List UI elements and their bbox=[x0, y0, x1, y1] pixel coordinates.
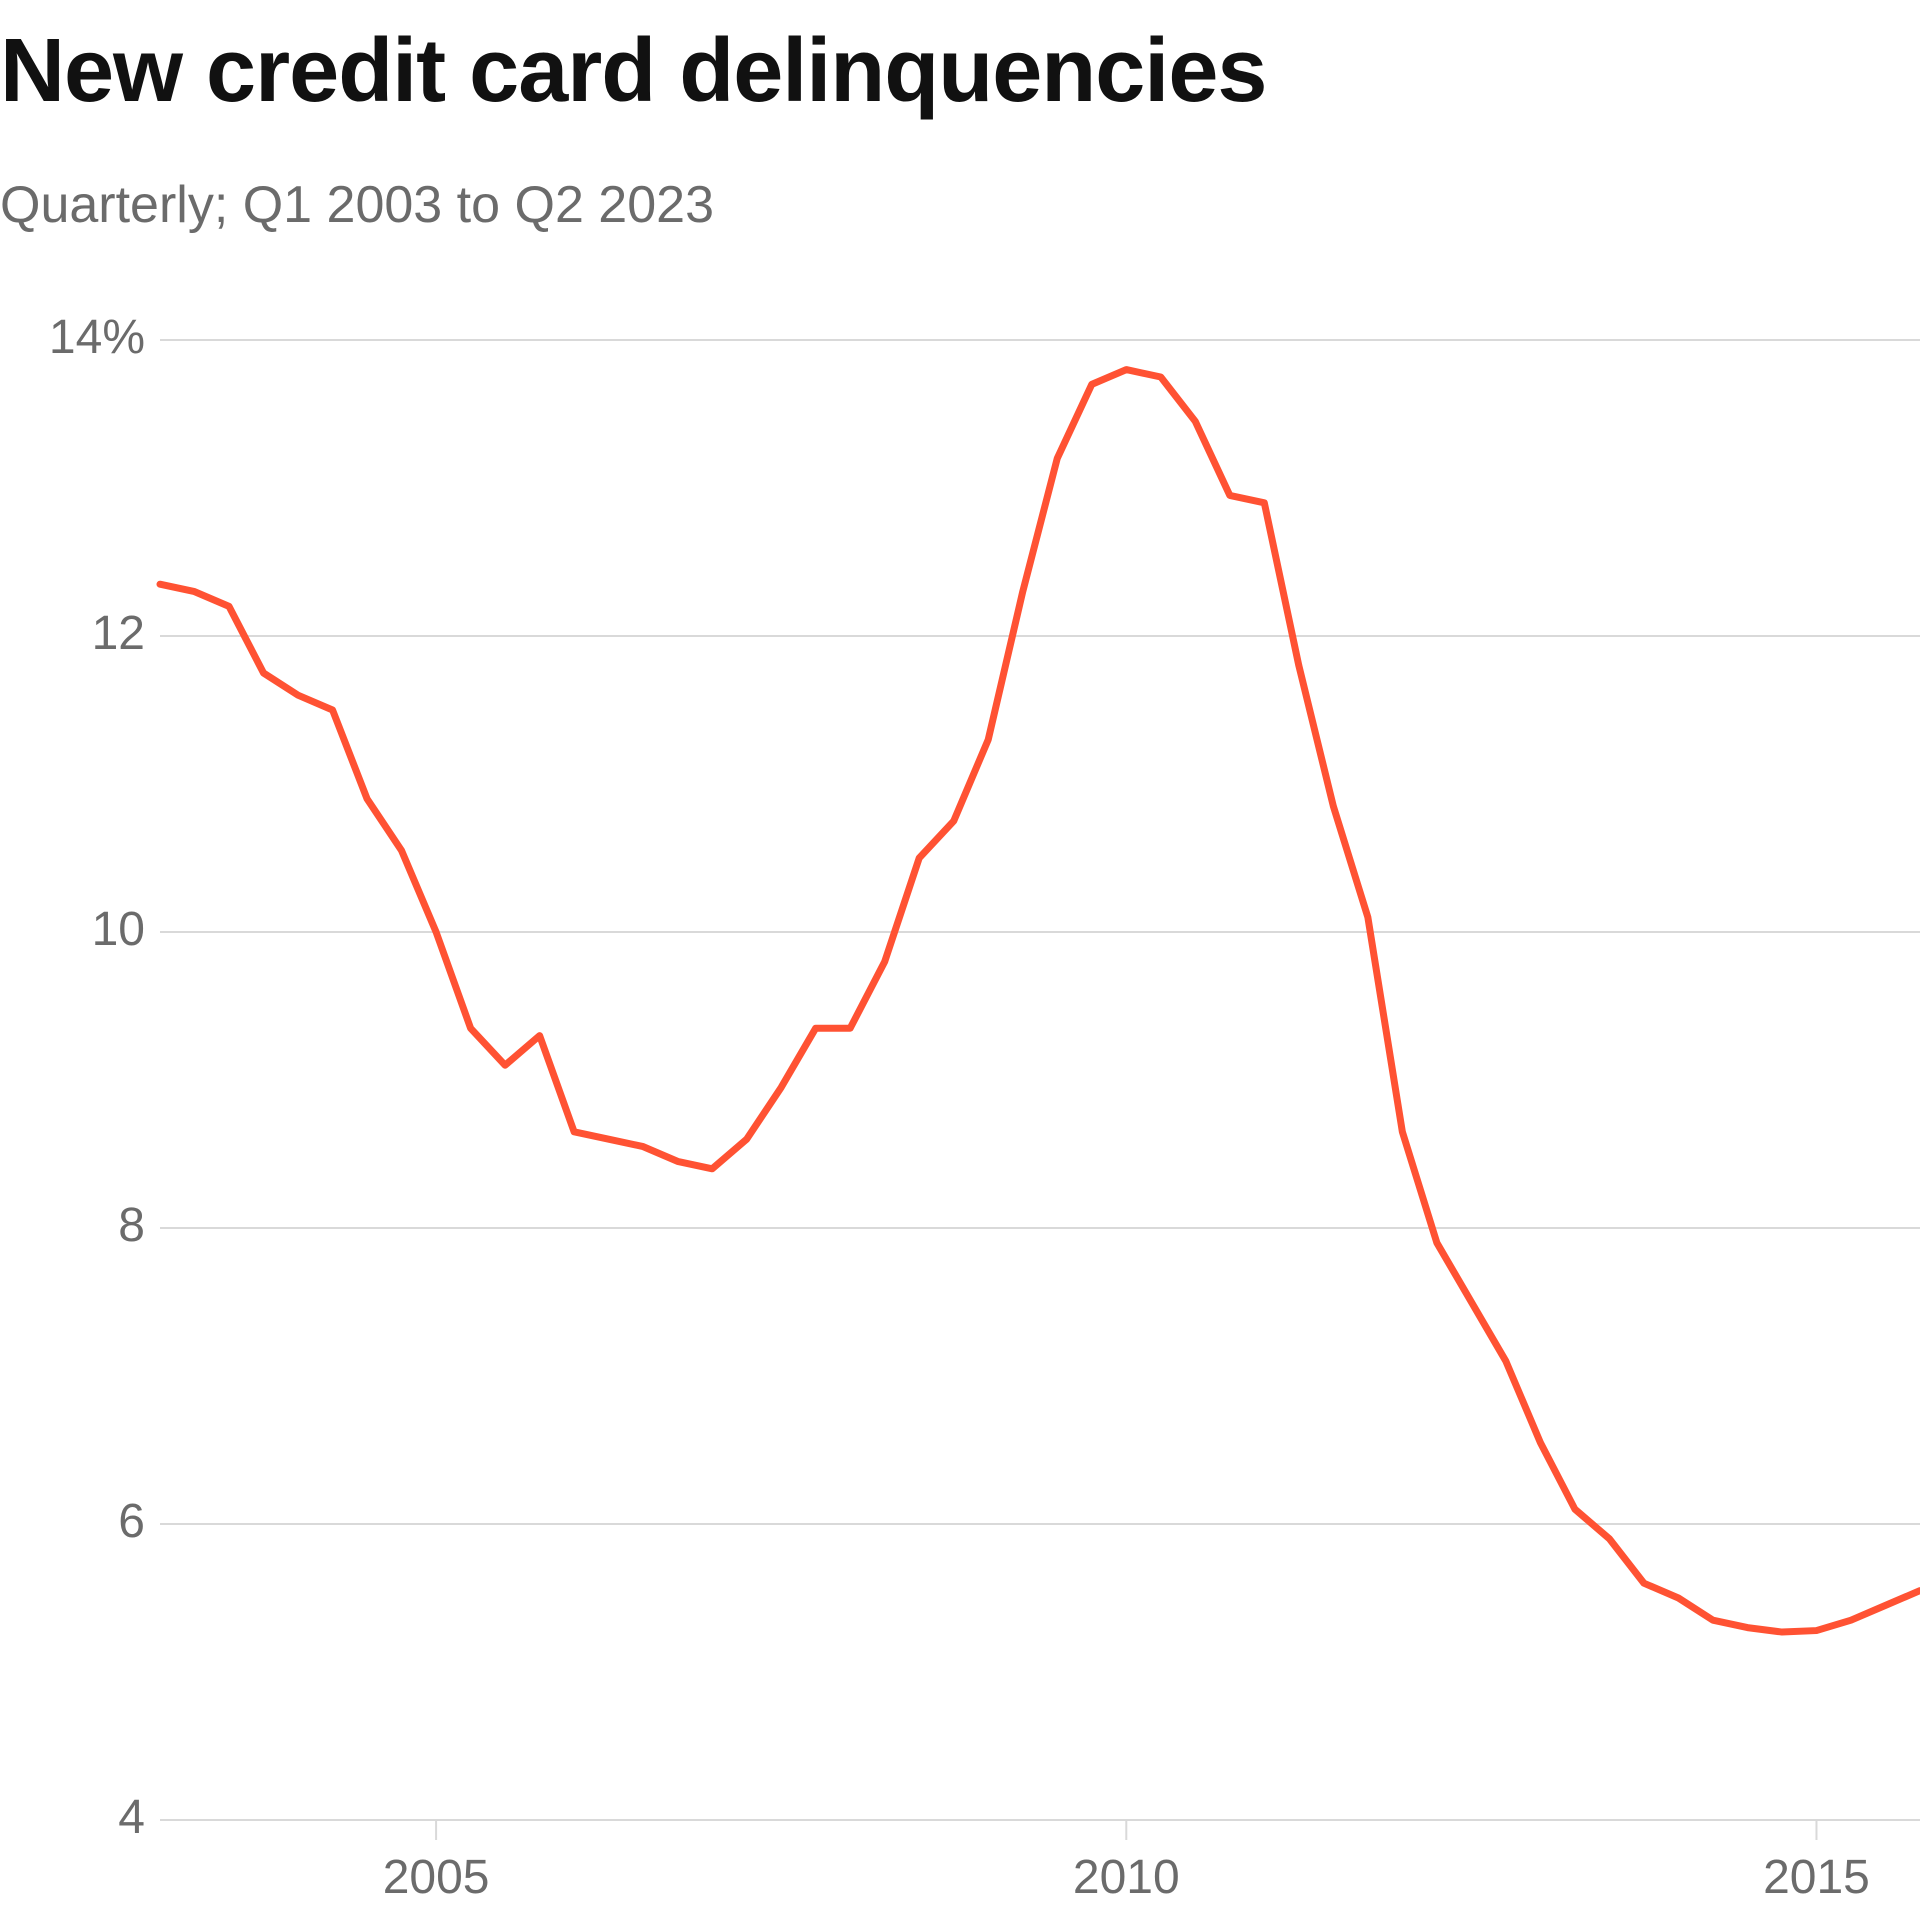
x-axis-label: 2010 bbox=[1073, 1850, 1180, 1905]
line-chart bbox=[0, 0, 1920, 1920]
y-axis-label: 12 bbox=[25, 606, 145, 661]
x-axis-label: 2005 bbox=[383, 1850, 490, 1905]
y-axis-label: 6 bbox=[25, 1494, 145, 1549]
y-axis-label: 8 bbox=[25, 1198, 145, 1253]
y-axis-label: 10 bbox=[25, 902, 145, 957]
x-axis-label: 2015 bbox=[1763, 1850, 1870, 1905]
chart-container: New credit card delinquencies Quarterly;… bbox=[0, 0, 1920, 1920]
y-axis-label: 14% bbox=[25, 310, 145, 365]
y-axis-label: 4 bbox=[25, 1790, 145, 1845]
data-line bbox=[160, 370, 1920, 1632]
